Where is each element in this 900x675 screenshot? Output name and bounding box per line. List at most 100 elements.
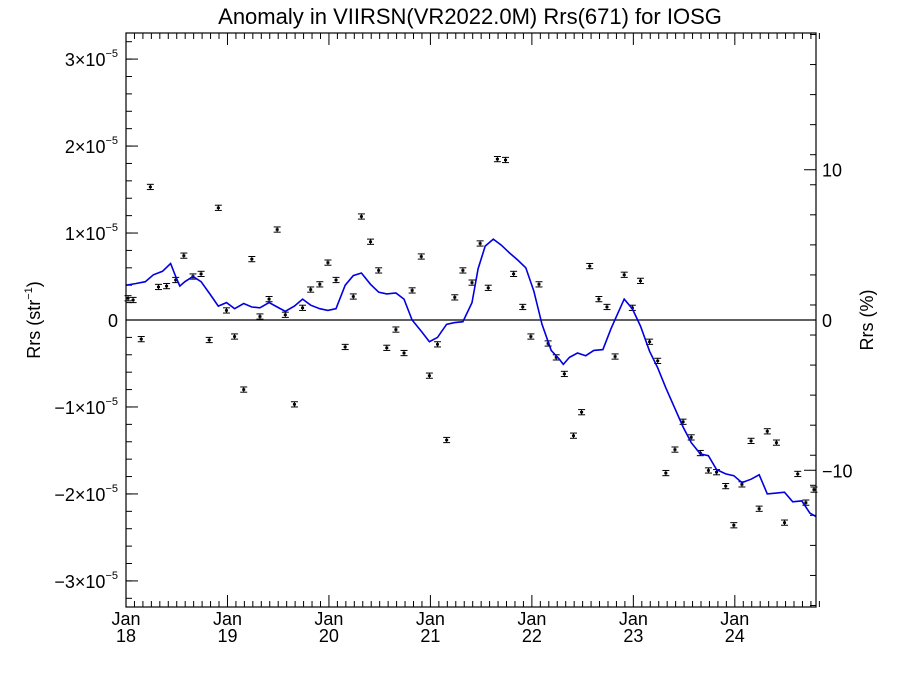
data-point <box>451 294 459 301</box>
point-marker <box>622 273 626 276</box>
point-marker <box>199 272 203 276</box>
point-marker <box>571 434 575 437</box>
point-marker <box>689 436 693 439</box>
axis-ticks: 3×10−5 2×10−5 1×10−5 0 −1×10−5 −2×10−5 −3×10−5… <box>54 33 853 646</box>
point-marker <box>783 521 787 524</box>
point-marker <box>156 285 160 289</box>
point-marker <box>470 281 474 284</box>
point-marker <box>664 471 668 475</box>
data-point <box>273 226 281 233</box>
y2-axis-label: Rrs (%) <box>857 290 877 351</box>
trend-line <box>125 238 817 518</box>
x-tick-month: Jan <box>111 609 140 629</box>
data-point <box>679 418 687 425</box>
point-marker <box>757 507 761 510</box>
data-point <box>341 343 349 351</box>
point-marker <box>605 305 609 309</box>
point-marker <box>681 420 685 423</box>
data-point <box>290 401 298 408</box>
data-point <box>299 304 307 311</box>
data-point <box>154 283 162 291</box>
point-marker <box>740 483 744 486</box>
point-marker <box>445 438 449 442</box>
y2-tick-label: 10 <box>822 161 842 181</box>
point-marker <box>461 269 465 272</box>
y-tick-label: −3×10−5 <box>54 570 118 592</box>
point-marker <box>796 472 800 476</box>
data-point <box>781 519 789 526</box>
x-tick-month: Jan <box>720 609 749 629</box>
data-point <box>687 434 695 441</box>
y-tick-label: −1×10−5 <box>54 396 118 418</box>
chart-title: Anomaly in VIIRSN(VR2022.0M) Rrs(671) fo… <box>218 4 722 29</box>
point-marker <box>224 309 228 312</box>
point-marker <box>521 305 525 309</box>
data-point <box>129 296 137 304</box>
data-point <box>747 437 755 444</box>
y-tick-label: 0 <box>108 311 118 331</box>
point-marker <box>233 335 237 338</box>
point-marker <box>174 278 178 282</box>
point-marker <box>258 315 262 318</box>
data-point <box>755 505 763 512</box>
data-point <box>332 276 340 284</box>
x-tick-year: 24 <box>725 626 745 646</box>
x-tick-year: 20 <box>319 626 339 646</box>
data-point <box>510 270 518 278</box>
point-marker <box>326 261 330 264</box>
data-point <box>408 287 416 294</box>
point-marker <box>562 372 566 376</box>
data-point <box>231 333 239 340</box>
point-marker <box>318 283 322 286</box>
point-marker <box>207 338 211 342</box>
data-point <box>197 270 205 278</box>
data-point <box>802 499 810 506</box>
data-point <box>349 293 357 300</box>
data-point <box>586 262 594 270</box>
x-tick-year: 23 <box>623 626 643 646</box>
point-marker <box>715 470 719 474</box>
data-point <box>535 281 543 288</box>
point-marker <box>394 328 398 331</box>
point-marker <box>478 242 482 245</box>
point-marker <box>139 337 143 341</box>
data-point <box>476 240 484 247</box>
data-point <box>417 253 425 260</box>
data-point <box>180 252 188 259</box>
point-marker <box>804 501 808 504</box>
data-point <box>595 296 603 303</box>
data-point <box>704 467 712 474</box>
data-point <box>636 277 644 284</box>
data-point <box>307 286 315 293</box>
data-point <box>163 282 171 290</box>
data-point <box>519 303 527 311</box>
data-point <box>137 336 145 343</box>
x-tick-month: Jan <box>213 609 242 629</box>
point-marker <box>369 240 373 243</box>
data-point <box>620 271 628 278</box>
point-marker <box>419 255 423 258</box>
x-tick-month: Jan <box>619 609 648 629</box>
point-marker <box>182 254 186 257</box>
data-point <box>662 469 670 477</box>
data-point <box>578 409 586 416</box>
point-marker <box>656 359 660 363</box>
point-marker <box>774 441 778 444</box>
x-tick-month: Jan <box>517 609 546 629</box>
data-point <box>493 155 501 163</box>
data-point <box>569 432 577 439</box>
data-point <box>772 439 780 446</box>
data-point <box>214 204 222 211</box>
point-marker <box>283 313 287 316</box>
point-marker <box>402 351 406 355</box>
point-marker <box>765 430 769 433</box>
y-axis-title: Rrs (str−1) <box>23 281 44 359</box>
data-point <box>443 436 451 444</box>
data-point <box>794 470 802 478</box>
data-point <box>425 372 433 379</box>
point-marker <box>410 289 414 292</box>
x-tick-year: 22 <box>522 626 542 646</box>
data-point <box>256 313 264 320</box>
point-marker <box>512 272 516 276</box>
